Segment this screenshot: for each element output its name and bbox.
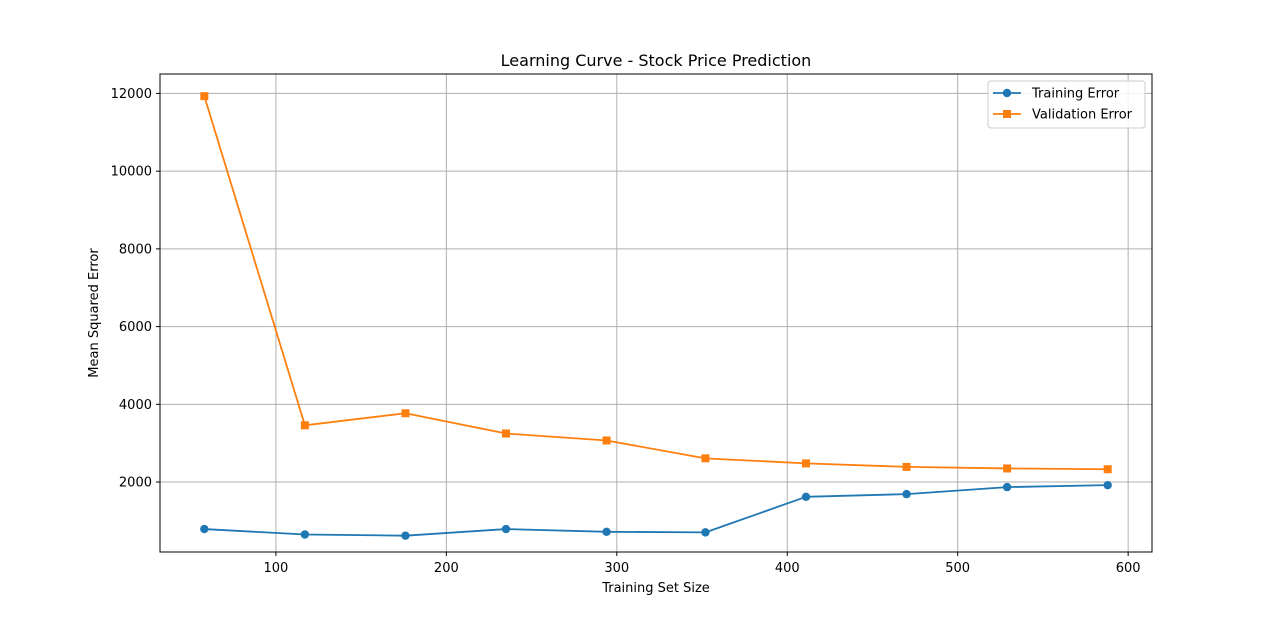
x-axis-label: Training Set Size (601, 581, 710, 596)
data-point (801, 492, 811, 502)
x-tick-label: 600 (1116, 561, 1141, 576)
data-point (401, 409, 410, 418)
data-point (300, 421, 309, 430)
grid (160, 74, 1152, 552)
series-line (203, 95, 1108, 471)
y-tick-label: 2000 (119, 476, 152, 491)
data-point (1103, 480, 1112, 490)
legend-label: Validation Error (1032, 108, 1133, 123)
legend-marker (1003, 110, 1011, 118)
x-tick-label: 500 (945, 561, 970, 576)
data-point (902, 462, 911, 471)
series-training-error (200, 480, 1112, 540)
data-point (701, 528, 710, 537)
x-tick-label: 100 (263, 561, 288, 576)
x-tick-label: 400 (775, 561, 800, 576)
data-point (401, 531, 410, 540)
data-point (1002, 482, 1012, 492)
legend-box (987, 80, 1146, 129)
data-point (200, 524, 209, 534)
legend-marker (1002, 88, 1012, 98)
legend-label: Training Error (1031, 87, 1120, 102)
data-point (902, 489, 911, 499)
data-point (1003, 464, 1012, 473)
chart-title: Learning Curve - Stock Price Prediction (501, 51, 812, 70)
data-point (801, 459, 810, 468)
series-layer (200, 92, 1112, 540)
y-tick-label: 8000 (119, 242, 152, 257)
y-tick-label: 4000 (119, 398, 152, 413)
data-point (300, 530, 310, 539)
data-point (602, 527, 611, 536)
series-validation-error (200, 92, 1112, 474)
legend: Training Error Validation Error (987, 80, 1146, 129)
series-line (204, 484, 1108, 537)
y-tick-label: 6000 (119, 320, 152, 335)
data-point (200, 92, 209, 101)
y-tick-label: 10000 (111, 165, 152, 180)
plot-area-frame (159, 73, 1153, 553)
y-axis-label: Mean Squared Error (87, 248, 102, 378)
data-point (502, 429, 511, 438)
data-point (1103, 465, 1112, 474)
y-tick-label: 12000 (111, 87, 152, 102)
axis-ticks: 100 200 300 400 500 600 2000 4000 6000 8000 10000 1… (111, 87, 1141, 576)
data-point (701, 454, 710, 463)
data-point (501, 524, 511, 534)
x-tick-label: 200 (434, 561, 459, 576)
x-tick-label: 300 (604, 561, 629, 576)
data-point (602, 436, 611, 445)
